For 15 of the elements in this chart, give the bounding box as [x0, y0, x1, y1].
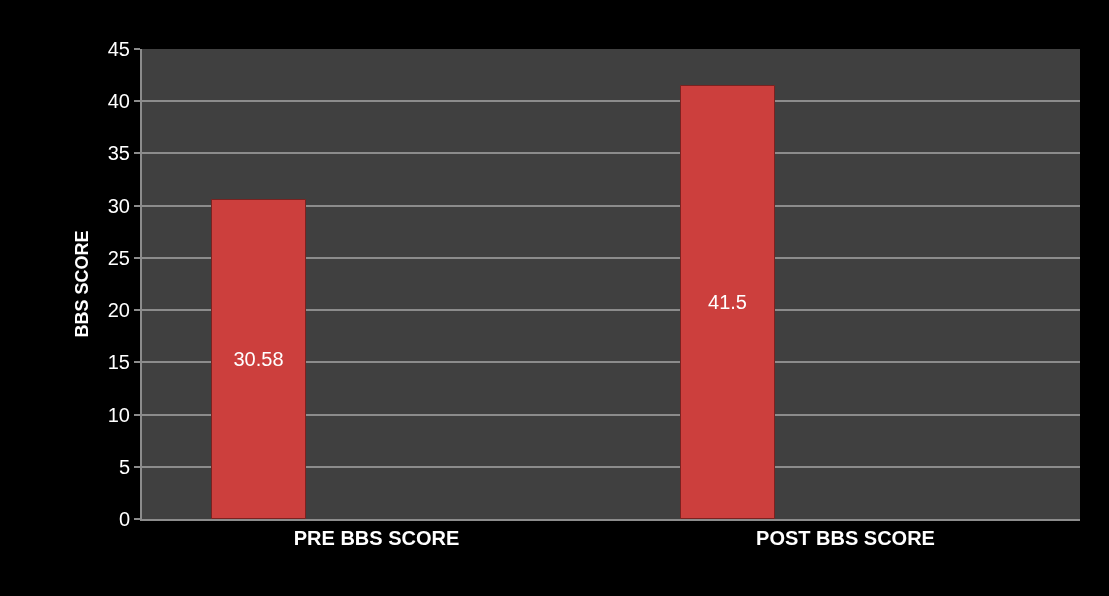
y-tick-label: 25 [107, 246, 130, 269]
y-tick-label: 10 [107, 403, 130, 426]
y-tick-label: 35 [107, 142, 130, 165]
x-tick-label: PRE BBS SCORE [293, 527, 460, 549]
y-tick-label: 20 [107, 299, 130, 322]
x-tick-label: POST BBS SCORE [756, 527, 935, 549]
y-tick-label: 40 [107, 90, 130, 113]
y-tick-label: 30 [107, 194, 130, 217]
y-axis-title: BBS SCORE [72, 230, 93, 338]
y-tick-label: 45 [107, 38, 130, 60]
data-label: 30.58 [233, 348, 284, 370]
y-tick-label: 0 [118, 508, 130, 530]
y-tick-label: 5 [118, 455, 130, 478]
data-label: 41.5 [708, 291, 747, 313]
y-tick-label: 15 [107, 351, 130, 374]
